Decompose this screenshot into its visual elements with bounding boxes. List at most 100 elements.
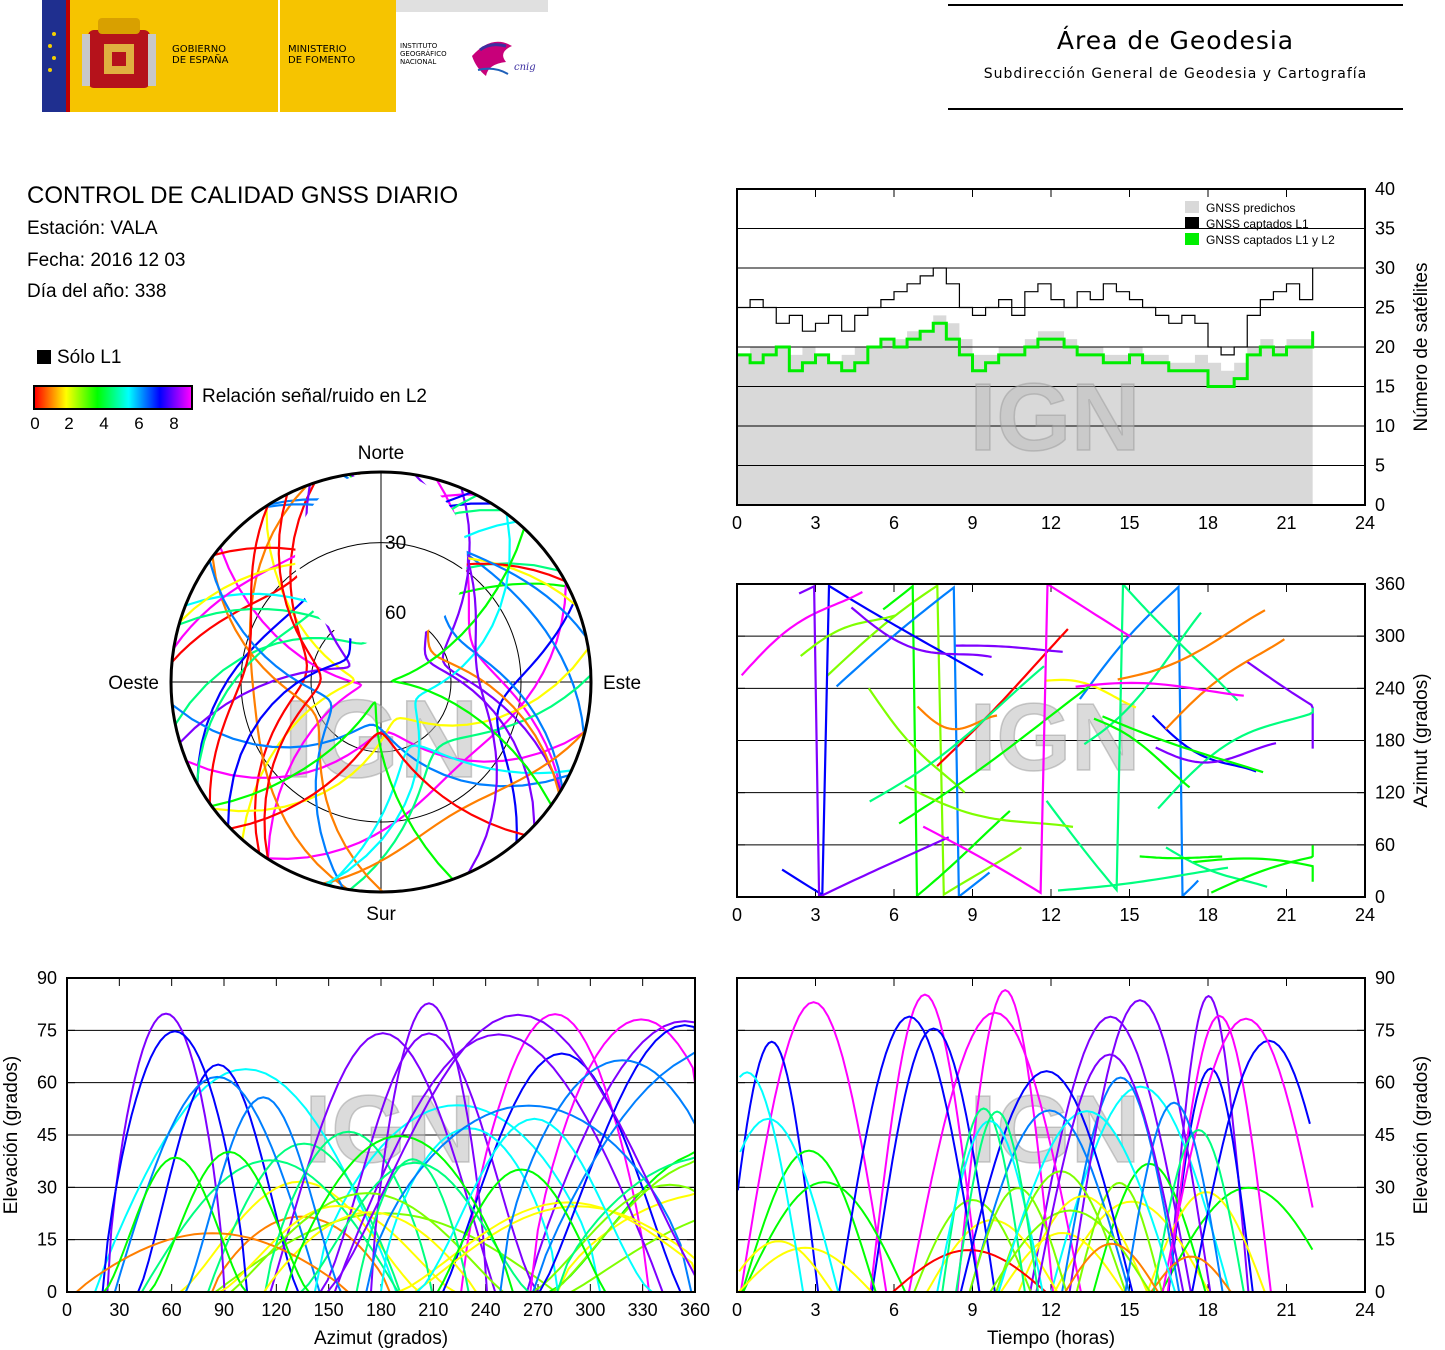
station-label: Estación: VALA: [27, 218, 158, 239]
x-axis-label: Azimut (grados): [314, 1328, 448, 1349]
y-tick-label: 0: [47, 1282, 57, 1302]
snr-tick: 6: [134, 414, 144, 433]
satellite-trace: [113, 1075, 321, 1292]
satellite-trace: [798, 584, 950, 897]
header-rule-bottom: [948, 108, 1403, 110]
trace-layer: [737, 988, 1314, 1292]
satellite-trace: [171, 703, 570, 788]
x-tick-label: 18: [1198, 1300, 1218, 1320]
satellite-trace: [414, 1205, 695, 1292]
satellite-trace: [365, 1104, 693, 1292]
satellite-trace: [253, 482, 316, 854]
x-tick-label: 120: [261, 1300, 291, 1320]
satellite-trace: [499, 1059, 695, 1292]
x-tick-label: 18: [1198, 513, 1218, 533]
x-tick-label: 24: [1355, 905, 1375, 925]
satellite-trace: [737, 1246, 873, 1292]
satellite-trace: [219, 1204, 456, 1292]
snr-tick: 4: [99, 414, 109, 433]
y-tick-label: 360: [1375, 574, 1405, 594]
legend-label: GNSS captados L1: [1206, 217, 1309, 231]
satellite-trace: [370, 1002, 488, 1292]
satellite-trace: [319, 1032, 539, 1292]
x-tick-label: 6: [889, 905, 899, 925]
y-tick-label: 0: [1375, 495, 1385, 515]
satellite-trace: [532, 1047, 695, 1292]
satellite-trace: [738, 1240, 834, 1292]
x-tick-label: 24: [1355, 513, 1375, 533]
satellite-trace: [1079, 584, 1199, 897]
watermark-text: IGN: [970, 684, 1141, 791]
satellite-trace: [1151, 714, 1257, 773]
elevation-azimuth-chart: 0 30 60 90 120 150 180 210 240 270 300 330 360 0 15 30 4…: [1, 968, 710, 1349]
satellite-trace: [267, 582, 568, 861]
direction-west: Oeste: [108, 673, 159, 694]
y-tick-label: 25: [1375, 298, 1395, 318]
area-title: Área de Geodesia: [1056, 26, 1295, 55]
satellite-trace: [1083, 611, 1202, 746]
y-tick-label: 15: [37, 1230, 57, 1250]
l1-swatch: [37, 350, 51, 364]
snr-colorbar: [33, 385, 193, 410]
x-tick-label: 0: [732, 905, 742, 925]
y-tick-label: 45: [37, 1125, 57, 1145]
satellite-trace: [1075, 1181, 1163, 1292]
gobierno-text: GOBIERNO DE ESPAÑA: [172, 44, 229, 66]
snr-tick: 8: [169, 414, 179, 433]
plot-border: [66, 977, 696, 1293]
satellite-trace: [230, 731, 526, 837]
satellite-trace: [556, 1156, 695, 1292]
header-logos: GOBIERNO DE ESPAÑA MINISTERIO DE FOMENTO I…: [42, 0, 548, 112]
satellite-trace: [1161, 1017, 1314, 1292]
satellite-trace: [741, 1149, 877, 1292]
satellite-trace: [869, 993, 981, 1292]
x-tick-label: 21: [1276, 905, 1296, 925]
y-tick-label: 30: [1375, 1177, 1395, 1197]
x-tick-label: 0: [732, 513, 742, 533]
x-tick-label: 18: [1198, 905, 1218, 925]
satellite-trace: [326, 1013, 695, 1292]
x-tick-label: 21: [1276, 1300, 1296, 1320]
satellite-trace: [959, 1070, 1134, 1292]
x-tick-label: 15: [1119, 905, 1139, 925]
y-tick-label: 90: [37, 968, 57, 988]
satellite-trace: [441, 487, 562, 792]
y-tick-label: 40: [1375, 179, 1395, 199]
satellite-trace: [570, 1208, 695, 1292]
x-tick-label: 9: [967, 1300, 977, 1320]
satellite-trace: [955, 644, 1063, 653]
y-tick-label: 5: [1375, 456, 1385, 476]
header-rule-top: [948, 4, 1403, 6]
x-tick-label: 0: [732, 1300, 742, 1320]
plot-border: [736, 977, 1366, 1293]
satellite-trace: [869, 665, 1045, 803]
x-tick-label: 3: [810, 513, 820, 533]
satellite-trace: [137, 1063, 300, 1292]
satellite-trace: [907, 1011, 1082, 1292]
satellite-trace: [1166, 1014, 1272, 1292]
y-tick-label: 120: [1375, 783, 1405, 803]
snr-colorbar-label: Relación señal/ruido en L2: [202, 386, 427, 407]
satellite-trace: [1150, 1255, 1232, 1292]
satellite-trace: [208, 504, 270, 804]
satellite-trace: [460, 1013, 651, 1292]
satellite-trace: [538, 1024, 695, 1292]
satellite-trace: [101, 1030, 249, 1292]
y-tick-label: 75: [37, 1020, 57, 1040]
satellite-trace: [922, 584, 1131, 895]
satellite-trace: [739, 1001, 888, 1292]
y-tick-label: 60: [1375, 1073, 1395, 1093]
y-tick-label: 180: [1375, 731, 1405, 751]
satellite-trace: [529, 1018, 695, 1292]
satellite-trace: [322, 730, 586, 885]
satellite-trace: [1160, 1186, 1314, 1292]
trace-layer: [75, 1002, 695, 1292]
x-tick-label: 300: [575, 1300, 605, 1320]
x-tick-label: 9: [967, 905, 977, 925]
satellite-trace: [1117, 609, 1266, 681]
satellite-trace: [1152, 1128, 1245, 1292]
cnig-text: cnig: [514, 62, 536, 73]
x-tick-label: 360: [680, 1300, 710, 1320]
satellite-trace: [1245, 660, 1314, 749]
